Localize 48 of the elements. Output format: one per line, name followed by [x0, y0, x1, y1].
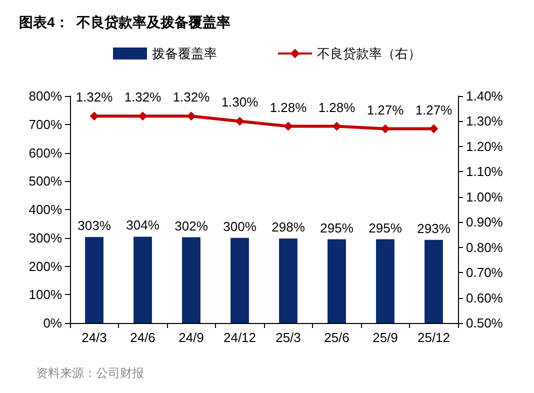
data-label: 1.32%	[124, 90, 162, 105]
data-label: 1.28%	[270, 100, 308, 115]
y2-tick-label: 0.70%	[466, 265, 504, 280]
y2-tick-label: 1.10%	[466, 164, 504, 180]
y2-tick-label: 0.60%	[466, 290, 504, 306]
data-label: 1.27%	[415, 102, 453, 118]
y2-tick-label: 1.00%	[466, 189, 504, 204]
y-tick-label: 100%	[28, 287, 62, 302]
x-tick-label: 25/3	[276, 330, 301, 345]
legend-label: 不良贷款率（右）	[317, 46, 421, 61]
legend-label: 拨备覆盖率	[152, 46, 217, 61]
y2-tick-label: 1.30%	[466, 114, 504, 129]
point	[235, 116, 244, 126]
data-label: 1.30%	[221, 94, 259, 110]
data-label: 1.32%	[172, 90, 210, 105]
data-label: 295%	[320, 220, 354, 236]
data-label: 1.28%	[318, 100, 356, 115]
data-label: 1.27%	[366, 102, 404, 118]
x-tick-label: 25/12	[417, 330, 450, 345]
data-label: 302%	[174, 218, 208, 234]
y-tick-label: 300%	[28, 230, 62, 246]
y-tick-label: 800%	[28, 88, 62, 104]
y2-tick-label: 1.40%	[466, 88, 504, 104]
y-tick-label: 700%	[28, 116, 62, 132]
chart-title: 图表4： 不良贷款率及拨备覆盖率	[19, 14, 231, 30]
data-label: 293%	[417, 220, 451, 236]
y-tick-label: 500%	[28, 174, 62, 189]
x-tick-label: 24/3	[82, 330, 107, 345]
data-label: 300%	[223, 218, 257, 234]
y-tick-label: 600%	[28, 145, 62, 160]
data-label: 1.32%	[76, 90, 114, 105]
y2-tick-label: 0.80%	[466, 240, 504, 255]
text: 资料来源：公司财报	[36, 366, 144, 380]
x-tick-label: 25/9	[372, 330, 398, 345]
x-tick-label: 24/6	[130, 330, 156, 345]
y2-tick-label: 1.20%	[466, 138, 504, 154]
y2-tick-label: 0.50%	[466, 316, 504, 330]
y-tick-label: 0%	[43, 316, 62, 330]
x-tick-label: 25/6	[324, 330, 350, 345]
x-tick-label: 24/9	[178, 330, 204, 345]
y-tick-label: 200%	[28, 258, 62, 274]
y-tick-label: 400%	[28, 202, 62, 217]
data-label: 295%	[368, 220, 402, 236]
y2-tick-label: 0.90%	[466, 214, 504, 230]
x-tick-label: 24/12	[223, 330, 256, 345]
data-label: 303%	[78, 218, 112, 234]
data-label: 304%	[126, 218, 160, 233]
data-label: 298%	[272, 219, 306, 234]
